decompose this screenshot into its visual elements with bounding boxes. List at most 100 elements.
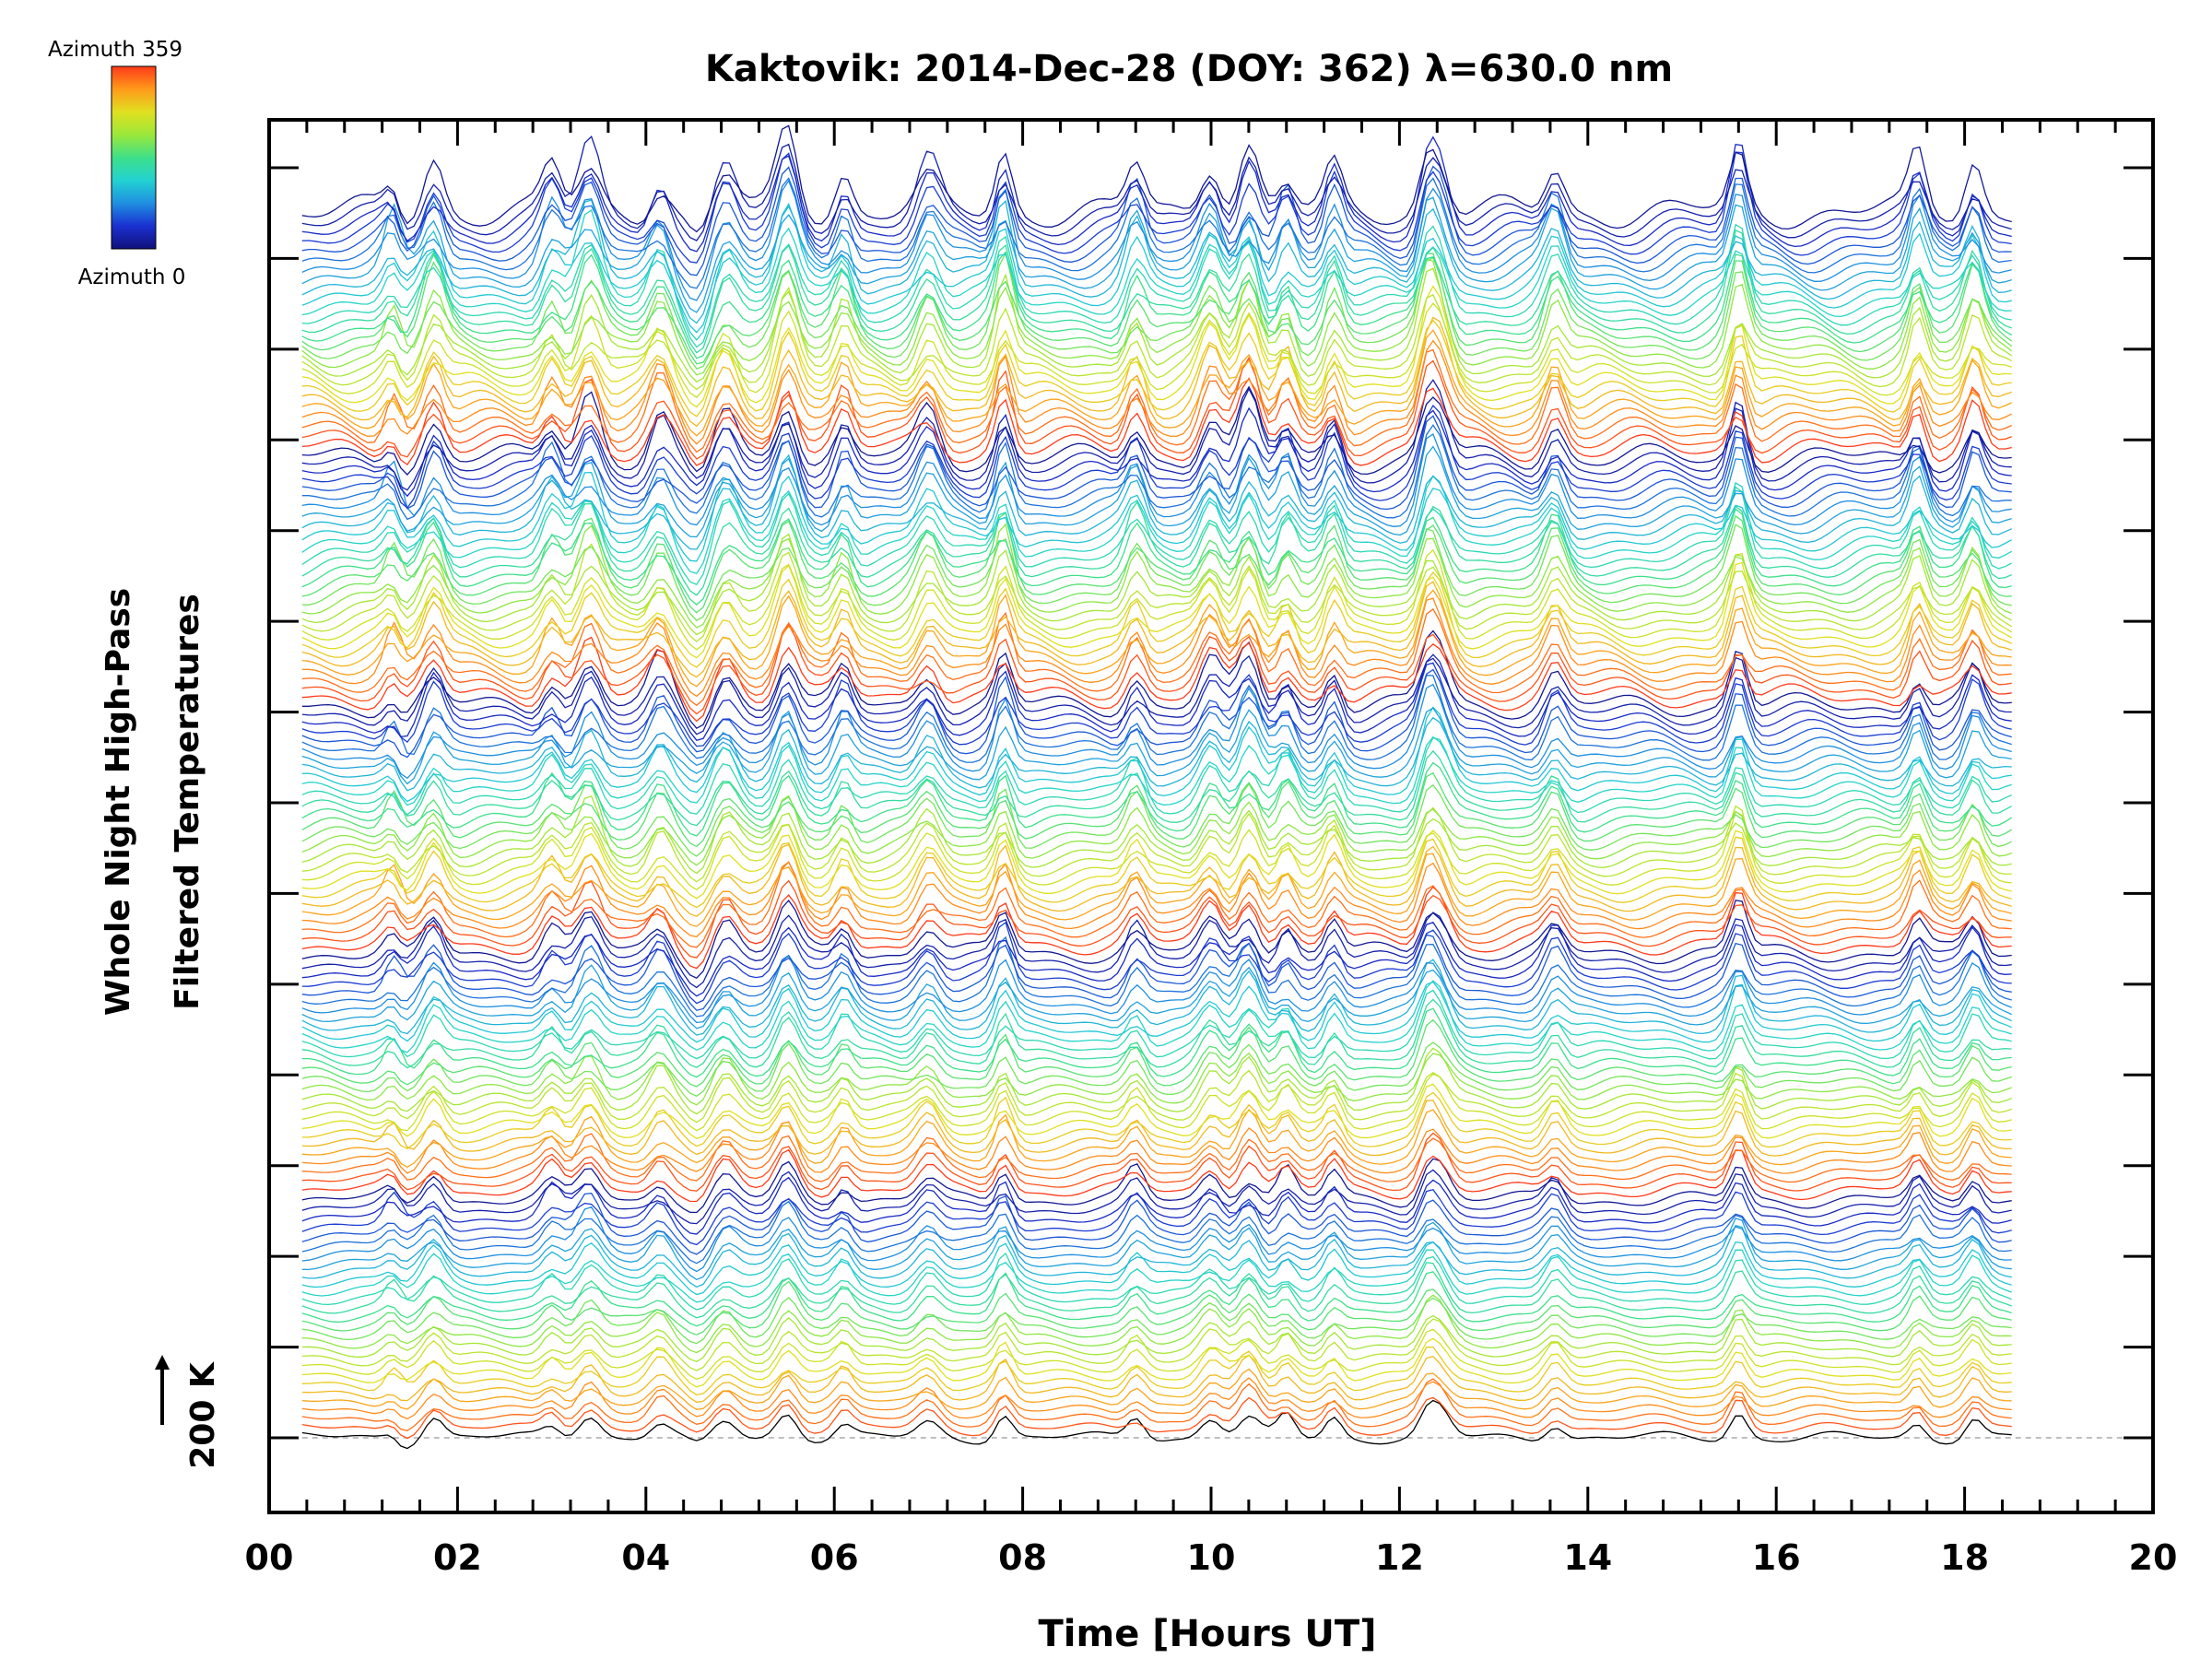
- azimuth-trace: [301, 523, 2012, 629]
- azimuth-trace: [301, 377, 2012, 466]
- azimuth-trace: [301, 471, 2013, 562]
- azimuth-trace: [301, 1200, 2012, 1265]
- azimuth-trace: [301, 675, 2012, 763]
- azimuth-trace: [301, 202, 2012, 334]
- x-tick-label: 20: [2129, 1537, 2178, 1578]
- azimuth-trace: [301, 177, 2012, 289]
- azimuth-trace: [301, 981, 2012, 1043]
- axes: 00 02 04 06 08 10 12 14 16 18 20: [245, 118, 2178, 1578]
- azimuth-trace: [301, 935, 2012, 1018]
- azimuth-trace: [301, 329, 2012, 437]
- azimuth-trace: [301, 1069, 2012, 1124]
- azimuth-trace: [301, 316, 2012, 428]
- azimuth-trace: [301, 453, 2012, 550]
- azimuth-trace: [301, 955, 2012, 1024]
- azimuth-trace: [301, 805, 2012, 883]
- azimuth-trace: [301, 1337, 2012, 1388]
- azimuth-trace: [301, 385, 2012, 476]
- azimuth-trace: [301, 1368, 2012, 1410]
- azimuth-trace: [301, 899, 2012, 979]
- azimuth-trace: [301, 1241, 2012, 1296]
- azimuth-trace: [301, 445, 2012, 538]
- azimuth-trace: [301, 1007, 2012, 1078]
- azimuth-trace: [301, 1091, 2012, 1150]
- azimuth-trace: [301, 1399, 2012, 1450]
- azimuth-trace: [301, 1206, 2012, 1273]
- azimuth-trace: [301, 623, 2012, 715]
- chart-title: Kaktovik: 2014-Dec-28 (DOY: 362) λ=630.0…: [705, 48, 1673, 90]
- azimuth-trace: [301, 1132, 2012, 1192]
- azimuth-trace: [301, 810, 2012, 891]
- azimuth-trace: [301, 1052, 2012, 1106]
- azimuth-trace: [301, 508, 2012, 606]
- azimuth-trace: [301, 830, 2012, 900]
- azimuth-trace: [301, 319, 2012, 418]
- azimuth-trace: [301, 861, 2012, 948]
- azimuth-trace: [301, 302, 2012, 399]
- azimuth-trace: [301, 229, 2012, 354]
- azimuth-trace: [301, 998, 2012, 1069]
- azimuth-trace: [301, 1121, 2012, 1174]
- azimuth-trace: [301, 980, 2012, 1053]
- azimuth-trace: [301, 1041, 2012, 1097]
- azimuth-trace: [301, 861, 2012, 938]
- azimuth-trace: [301, 794, 2012, 866]
- x-tick-label: 14: [1563, 1537, 1612, 1578]
- azimuth-trace: [301, 1158, 2012, 1214]
- azimuth-trace: [301, 1224, 2012, 1288]
- azimuth-trace: [301, 208, 2012, 341]
- azimuth-trace: [301, 934, 2012, 1011]
- x-tick-label: 16: [1752, 1537, 1801, 1578]
- azimuth-trace: [301, 500, 2012, 596]
- azimuth-trace: [301, 749, 2013, 827]
- scale-arrow-head: [155, 1355, 170, 1370]
- x-tick-label: 04: [621, 1537, 670, 1578]
- azimuth-trace: [301, 253, 2013, 365]
- azimuth-trace: [301, 524, 2012, 622]
- azimuth-trace: [301, 1108, 2012, 1169]
- azimuth-trace: [301, 1297, 2012, 1345]
- azimuth-trace: [301, 581, 2012, 678]
- colorbar: [111, 65, 157, 250]
- colorbar-bottom-label: Azimuth 0: [78, 265, 186, 289]
- x-tick-label: 08: [998, 1537, 1047, 1578]
- azimuth-trace: [301, 179, 2012, 301]
- azimuth-trace: [301, 1396, 2012, 1440]
- azimuth-trace: [301, 636, 2012, 723]
- azimuth-trace: [301, 959, 2012, 1036]
- azimuth-trace: [301, 706, 2012, 803]
- azimuth-trace: [301, 589, 2012, 688]
- azimuth-trace: [301, 654, 2012, 735]
- x-axis-label: Time [Hours UT]: [1039, 1613, 1377, 1655]
- azimuth-trace: [301, 151, 2012, 264]
- azimuth-trace: [301, 486, 2013, 586]
- azimuth-trace: [301, 761, 2013, 837]
- azimuth-trace: [301, 1314, 2012, 1363]
- azimuth-trace: [301, 716, 2012, 792]
- azimuth-trace: [301, 771, 2013, 848]
- y-axis-label-line2: Filtered Temperatures: [169, 594, 206, 1010]
- azimuth-trace: [301, 1018, 2012, 1088]
- azimuth-trace: [301, 561, 2013, 659]
- azimuth-trace: [301, 683, 2012, 780]
- azimuth-trace: [301, 707, 2012, 785]
- azimuth-trace: [301, 964, 2012, 1030]
- azimuth-trace: [301, 1249, 2012, 1303]
- azimuth-trace: [301, 339, 2012, 445]
- azimuth-trace: [301, 836, 2012, 909]
- azimuth-trace: [301, 597, 2012, 698]
- azimuth-trace: [301, 571, 2012, 668]
- azimuth-trace: [301, 1377, 2012, 1420]
- azimuth-trace: [301, 165, 2012, 276]
- scale-label: 200 K: [184, 1361, 222, 1469]
- azimuth-trace: [301, 629, 2012, 730]
- azimuth-trace: [301, 1148, 2012, 1203]
- azimuth-trace: [301, 433, 2012, 527]
- azimuth-trace: [301, 258, 2013, 376]
- azimuth-trace: [301, 1318, 2012, 1371]
- azimuth-trace: [301, 199, 2012, 324]
- azimuth-trace: [301, 795, 2012, 875]
- azimuth-trace: [301, 251, 2013, 370]
- azimuth-trace: [301, 1354, 2012, 1404]
- azimuth-trace: [301, 1280, 2012, 1335]
